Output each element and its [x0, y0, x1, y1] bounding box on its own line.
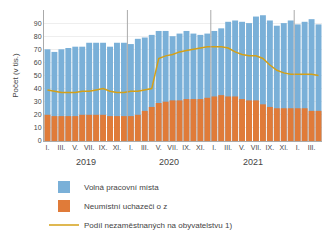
svg-text:XI.: XI. [196, 144, 205, 151]
svg-text:2020: 2020 [159, 157, 179, 167]
svg-text:Podíl nezaměstnaných na obyvat: Podíl nezaměstnaných na obyvatelstvu 1) [84, 221, 232, 230]
svg-text:70: 70 [34, 46, 42, 53]
svg-text:V.: V. [239, 144, 245, 151]
svg-text:III.: III. [308, 144, 316, 151]
svg-text:I.: I. [296, 144, 300, 151]
svg-text:60: 60 [34, 59, 42, 66]
svg-text:90: 90 [34, 20, 42, 27]
svg-text:VII.: VII. [84, 144, 95, 151]
svg-text:III.: III. [57, 144, 65, 151]
svg-text:80: 80 [34, 33, 42, 40]
svg-text:I.: I. [46, 144, 50, 151]
svg-text:Neumístní uchazeči o z: Neumístní uchazeči o z [84, 202, 167, 211]
svg-text:30: 30 [34, 98, 42, 105]
svg-text:IX.: IX. [266, 144, 275, 151]
svg-text:I.: I. [129, 144, 133, 151]
svg-text:2019: 2019 [76, 157, 96, 167]
svg-text:20: 20 [34, 111, 42, 118]
svg-text:XI.: XI. [279, 144, 288, 151]
svg-text:V.: V. [72, 144, 78, 151]
svg-text:III.: III. [224, 144, 232, 151]
svg-text:2021: 2021 [243, 157, 263, 167]
svg-text:VII.: VII. [251, 144, 262, 151]
svg-text:10: 10 [34, 124, 42, 131]
svg-text:40: 40 [34, 85, 42, 92]
svg-text:I.: I. [212, 144, 216, 151]
svg-text:XI.: XI. [113, 144, 122, 151]
svg-text:III.: III. [141, 144, 149, 151]
svg-text:V.: V. [156, 144, 162, 151]
svg-text:Počet (v tis.): Počet (v tis.) [11, 53, 20, 98]
svg-text:50: 50 [34, 72, 42, 79]
svg-text:VII.: VII. [167, 144, 178, 151]
svg-text:IX.: IX. [182, 144, 191, 151]
svg-text:Volná pracovní místa: Volná pracovní místa [84, 183, 159, 192]
svg-text:IX.: IX. [99, 144, 108, 151]
svg-text:0: 0 [38, 137, 42, 144]
